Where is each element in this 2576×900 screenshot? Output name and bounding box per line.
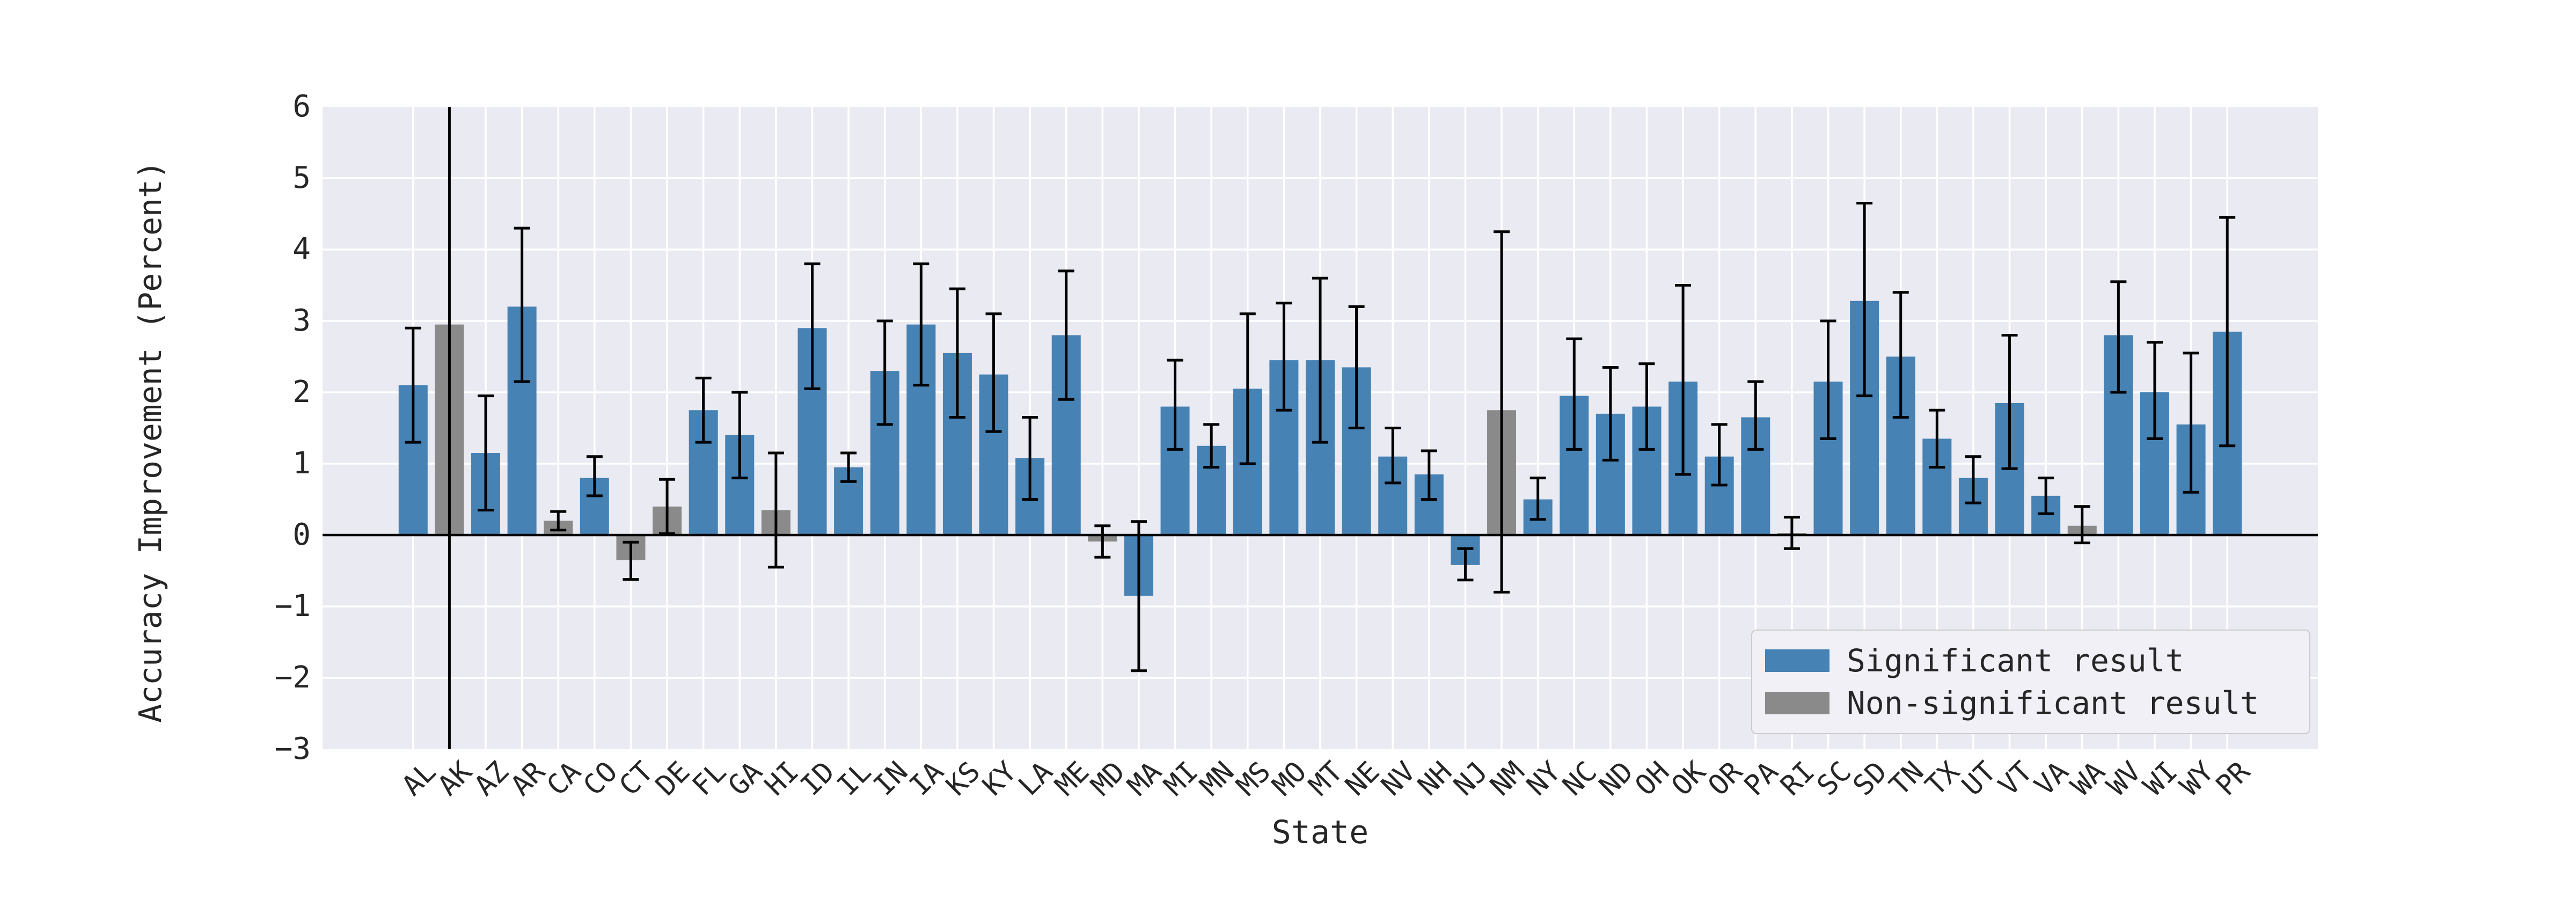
y-tick-2: 2 xyxy=(292,375,311,409)
y-tick--3: −3 xyxy=(274,731,311,766)
legend-label-non-significant: Non-significant result xyxy=(1847,685,2259,721)
significant-swatch-icon xyxy=(1765,649,1829,672)
y-tick-5: 5 xyxy=(292,160,311,195)
non-significant-swatch-icon xyxy=(1765,692,1829,714)
legend-label-significant: Significant result xyxy=(1847,642,2184,679)
y-tick-6: 6 xyxy=(292,89,311,124)
legend: Significant result Non-significant resul… xyxy=(1751,630,2310,734)
plot-area xyxy=(323,107,2318,749)
x-axis-label: State xyxy=(1271,814,1369,851)
y-tick-4: 4 xyxy=(292,232,311,267)
y-tick-0: 0 xyxy=(292,517,311,552)
legend-item-significant: Significant result xyxy=(1752,645,2309,676)
y-tick-3: 3 xyxy=(292,303,311,338)
y-axis-label: Accuracy Improvement (Percent) xyxy=(132,160,169,723)
y-tick--1: −1 xyxy=(274,589,311,624)
y-tick-1: 1 xyxy=(292,446,311,481)
y-tick--2: −2 xyxy=(274,660,311,695)
figure: 6 5 4 3 2 1 0 −1 −2 −3 AL AK AZ AR CA CO CT DE FL GA HI ID IL… xyxy=(132,89,2318,851)
bar-chart-canvas xyxy=(323,107,2318,749)
legend-item-non-significant: Non-significant result xyxy=(1752,687,2309,719)
